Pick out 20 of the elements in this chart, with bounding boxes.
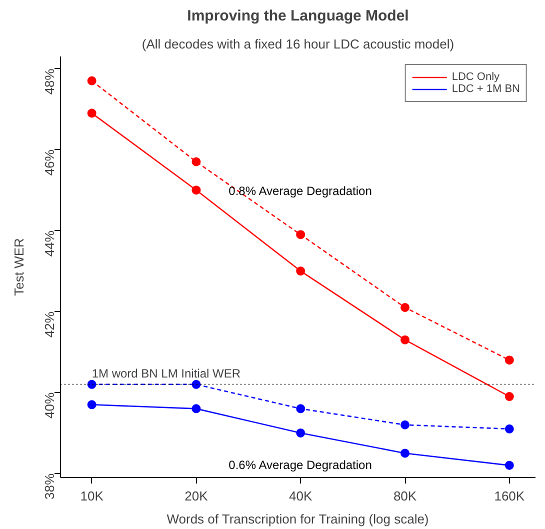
chart-title: Improving the Language Model [187,8,409,24]
annotation: 0.6% Average Degradation [228,458,372,472]
x-axis-title: Words of Transcription for Training (log scale) [166,512,429,526]
x-tick-label: 80K [393,488,417,504]
y-tick-label: 42% [42,311,57,338]
legend-label: LDC Only [452,71,500,83]
y-tick-label: 40% [42,392,57,419]
y-axis-title: Test WER [12,238,26,296]
y-tick-label: 46% [42,149,57,176]
x-tick-label: 20K [184,488,208,504]
y-tick-label: 48% [42,68,57,95]
chart-subtitle: (All decodes with a fixed 16 hour LDC acoustic model) [142,36,454,52]
y-tick-label: 44% [42,230,57,257]
annotation: 0.8% Average Degradation [228,184,372,198]
x-tick-label: 40K [289,488,313,504]
y-tick-label: 38% [42,473,57,500]
legend-label: LDC + 1M BN [452,83,520,95]
ref-line-label: 1M word BN LM Initial WER [92,366,241,380]
x-tick-label: 160K [494,488,525,504]
x-tick-label: 10K [80,488,104,504]
